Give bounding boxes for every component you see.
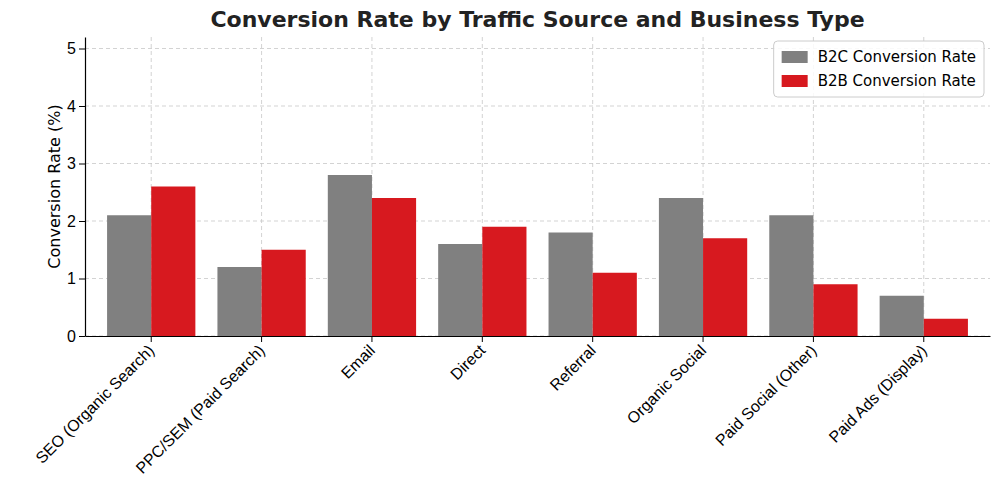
y-tick-mark [79,221,85,222]
bar [880,296,924,336]
bar [151,187,195,337]
bar [217,267,261,336]
x-tick-label: SEO (Organic Search) [32,342,157,467]
x-tick-mark [592,336,593,342]
bar [328,175,372,336]
bar [703,238,747,336]
y-tick: 5 [67,40,85,57]
bar [438,244,482,336]
x-tick-mark [261,336,262,342]
x-tick-mark [923,336,924,342]
legend-swatch [782,75,808,87]
x-tick: Paid Ads (Display) [826,336,930,446]
bar [813,284,857,336]
bar [924,319,968,336]
y-tick-label: 2 [67,213,76,230]
x-axis-line [86,336,991,337]
bar [372,198,416,336]
x-tick: Direct [447,336,489,383]
grid-line [85,221,990,222]
x-tick-mark [703,336,704,342]
x-tick: PPC/SEM (Paid Search) [133,336,268,477]
bar [482,227,526,336]
y-tick-mark [79,336,85,337]
grid-line [85,163,990,164]
x-tick-label: Organic Social [624,342,710,428]
y-tick-label: 5 [67,40,76,57]
title: Conversion Rate by Traffic Source and Bu… [210,7,864,32]
y-tick-mark [79,106,85,107]
legend-label: B2B Conversion Rate [818,72,976,90]
legend-item: B2C Conversion Rate [782,48,976,66]
x-tick-label: Paid Social (Other) [712,342,820,450]
grid-line [85,106,990,107]
legend-item: B2B Conversion Rate [782,72,976,90]
x-tick-mark [371,336,372,342]
bar [549,233,593,337]
y-axis-line [85,38,86,337]
x-tick-label: Paid Ads (Display) [826,342,930,446]
chart: 0 1 2 3 4 5 SEO (Organic Search)PPC/SEM (Paid … [0,0,1000,499]
x-tick: Referral [547,336,599,394]
y-axis: 0 1 2 3 4 5 [67,38,85,345]
x-axis: SEO (Organic Search)PPC/SEM (Paid Search… [32,336,990,477]
x-tick-label: Referral [547,342,599,394]
bars [107,175,968,336]
legend-label: B2C Conversion Rate [818,48,976,66]
x-tick: Paid Social (Other) [712,336,820,449]
y-tick: 4 [67,98,85,115]
x-tick-label: Email [338,342,378,382]
y-tick: 2 [67,213,85,230]
y-tick: 0 [67,328,85,345]
legend: B2C Conversion Rate B2B Conversion Rate [774,41,984,97]
x-tick: Email [338,336,378,382]
bar [107,215,151,336]
y-tick-mark [79,164,85,165]
x-tick-mark [482,336,483,342]
y-tick-label: 0 [67,328,76,345]
grid [85,37,990,336]
bar [262,250,306,336]
bar [593,273,637,336]
y-tick-label: 1 [67,270,76,287]
bar [769,215,813,336]
y-tick-mark [79,279,85,280]
legend-frame [774,41,984,97]
x-tick: Organic Social [624,336,710,427]
legend-swatch [782,51,808,63]
y-axis-title: Conversion Rate (%) [45,104,64,268]
x-tick: SEO (Organic Search) [32,336,157,467]
y-tick-label: 4 [67,98,76,115]
x-tick-label: PPC/SEM (Paid Search) [133,342,268,477]
bar [659,198,703,336]
x-tick-mark [813,336,814,342]
x-tick-mark [151,336,152,342]
y-tick-label: 3 [67,155,76,172]
y-tick: 1 [67,270,85,287]
y-tick: 3 [67,155,85,172]
y-tick-mark [79,49,85,50]
x-tick-label: Direct [447,341,489,383]
